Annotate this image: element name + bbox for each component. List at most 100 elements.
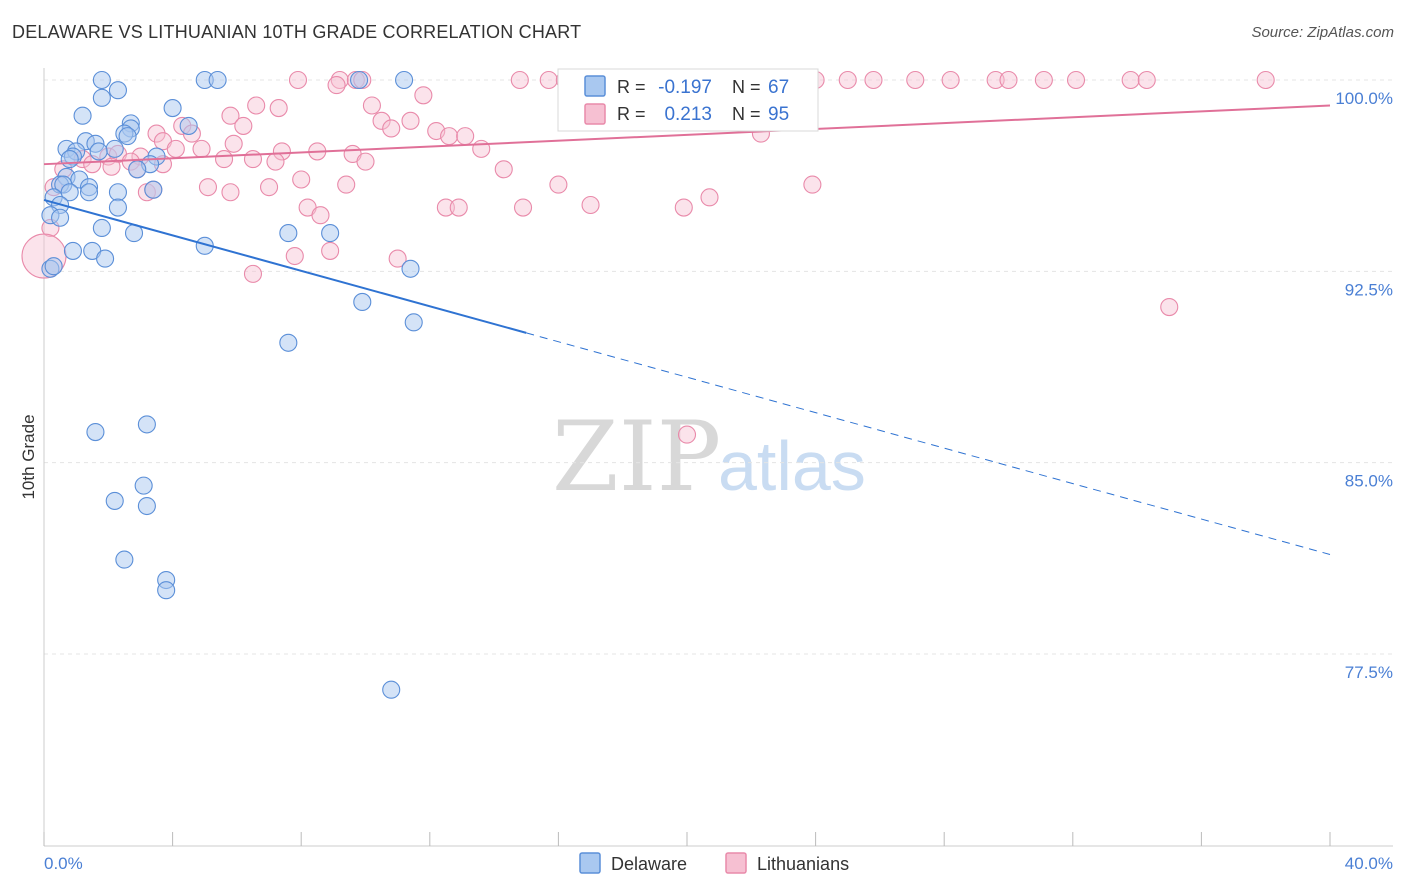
y-tick-labels: 77.5% 85.0% 92.5% 100.0% <box>1335 89 1393 682</box>
delaware-point <box>44 257 63 276</box>
lithuanians-point <box>906 70 925 90</box>
lithuanians-point <box>1066 70 1086 90</box>
delaware-r-label: R = <box>617 77 646 97</box>
delaware-trend-line <box>43 198 527 334</box>
delaware-point <box>179 116 198 135</box>
delaware-point <box>279 333 298 352</box>
delaware-point <box>108 183 127 202</box>
lithuanians-point <box>838 70 857 90</box>
lithuanians-point <box>321 241 340 260</box>
lithuanians-point <box>327 76 346 95</box>
lithuanians-point <box>102 157 121 176</box>
lithuanians-point <box>436 198 455 217</box>
legend-delaware-swatch[interactable] <box>579 852 601 874</box>
delaware-point <box>115 550 134 569</box>
lithuanians-point <box>234 116 253 135</box>
x-tick-label-min: 0.0% <box>44 854 83 873</box>
legend-delaware-label[interactable]: Delaware <box>611 854 687 874</box>
delaware-point <box>137 496 156 516</box>
delaware-point <box>321 224 340 243</box>
delaware-point <box>401 259 420 278</box>
lithuanians-point <box>449 198 468 217</box>
y-tick-label: 100.0% <box>1335 89 1393 108</box>
delaware-point <box>92 218 111 238</box>
delaware-point <box>105 491 124 510</box>
lithuanians-point <box>513 198 533 217</box>
delaware-point <box>60 183 79 202</box>
delaware-n-value: 67 <box>768 77 789 98</box>
watermark-zip: ZIP <box>552 401 721 513</box>
lithuanians-point <box>549 175 568 194</box>
delaware-point <box>128 160 147 179</box>
lithuanians-point <box>803 175 822 194</box>
lithuanians-point <box>1034 70 1053 90</box>
delaware-point <box>92 88 111 107</box>
lithuanians-point <box>147 124 166 143</box>
lithuanians-point <box>539 70 558 90</box>
lithuanians-point <box>337 175 356 194</box>
delaware-n-label: N = <box>732 77 761 97</box>
lithuanians-point <box>1121 70 1140 90</box>
lithuanians-point <box>311 206 330 225</box>
lithuanian-n-value: 95 <box>768 104 789 125</box>
lithuanians-point <box>986 70 1005 90</box>
delaware-point <box>105 139 124 158</box>
lithuanians-point <box>288 70 308 90</box>
delaware-point <box>92 70 111 90</box>
y-tick-label: 85.0% <box>1345 472 1393 491</box>
lithuanians-point <box>440 127 459 146</box>
lithuanians-point <box>243 264 263 283</box>
lithuanians-point <box>677 425 697 444</box>
legend-lithuanians-swatch[interactable] <box>725 852 747 874</box>
delaware-point <box>137 415 156 434</box>
delaware-point <box>134 476 153 495</box>
delaware-point <box>86 423 105 442</box>
lithuanians-point <box>362 96 381 115</box>
lithuanians-point <box>330 70 349 90</box>
lithuanians-point <box>372 111 391 130</box>
lithuanian-swatch <box>584 103 606 125</box>
lithuanians-point <box>192 139 211 158</box>
trend-lines <box>43 104 1331 555</box>
delaware-point <box>144 180 163 199</box>
delaware-point <box>108 198 127 217</box>
delaware-point <box>96 249 115 268</box>
lithuanians-point <box>941 70 960 90</box>
delaware-point <box>395 70 414 90</box>
lithuanians-point <box>198 178 218 197</box>
lithuanian-n-label: N = <box>732 104 761 124</box>
lithuanians-point <box>269 99 288 118</box>
x-tick-label-max: 40.0% <box>1345 854 1393 873</box>
delaware-point <box>404 313 423 332</box>
delaware-point <box>60 150 79 169</box>
lithuanians-point <box>166 139 185 158</box>
lithuanians-point <box>388 249 407 268</box>
y-tick-label: 92.5% <box>1345 280 1393 299</box>
lithuanians-point <box>700 188 719 207</box>
lithuanians-point <box>999 70 1018 90</box>
lithuanians-point <box>1256 70 1275 90</box>
lithuanians-point <box>494 160 513 179</box>
delaware-point <box>118 127 137 146</box>
y-tick-label: 77.5% <box>1345 663 1393 682</box>
lithuanians-point <box>221 183 240 202</box>
delaware-point <box>382 680 401 699</box>
lithuanians-point <box>356 152 375 171</box>
lithuanians-point <box>382 119 401 138</box>
delaware-point <box>157 581 176 600</box>
delaware-point <box>63 241 82 260</box>
lithuanian-r-label: R = <box>617 104 646 124</box>
delaware-points <box>41 70 423 699</box>
lithuanians-point <box>472 139 491 158</box>
series-legend: Delaware Lithuanians <box>579 852 849 874</box>
lithuanians-point <box>266 152 285 171</box>
delaware-point <box>79 183 99 202</box>
lithuanians-point <box>272 142 291 161</box>
lithuanians-point <box>510 70 529 90</box>
delaware-point <box>163 99 182 118</box>
legend-lithuanians-label[interactable]: Lithuanians <box>757 854 849 874</box>
stats-legend: R = -0.197 N = 67 R = 0.213 N = 95 <box>557 68 819 132</box>
lithuanians-point <box>401 111 420 130</box>
lithuanians-point <box>1160 297 1179 317</box>
